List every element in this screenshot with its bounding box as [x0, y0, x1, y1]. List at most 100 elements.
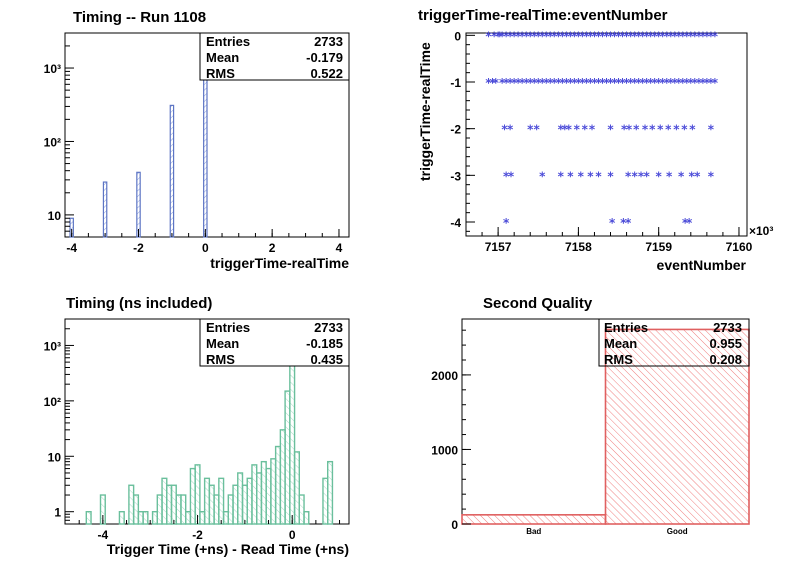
panel3-stats-box: Entries 2733 Mean -0.185 RMS 0.435 — [199, 318, 350, 367]
histogram-bar — [199, 511, 206, 525]
scatter-point: * — [523, 29, 530, 43]
y-tick-label: 10 — [48, 209, 62, 223]
scatter-point: * — [682, 216, 689, 230]
histogram-bar — [322, 477, 329, 525]
scatter-point: * — [657, 123, 664, 137]
scatter-point: * — [551, 29, 558, 43]
scatter-point: * — [625, 216, 632, 230]
histogram-bar — [303, 511, 310, 525]
scatter-point: * — [507, 123, 514, 137]
stats-mean-value: -0.185 — [306, 336, 343, 351]
y-tick-label: 2000 — [431, 369, 458, 383]
histogram-bar — [270, 458, 277, 525]
scatter-point: * — [539, 169, 546, 183]
scatter-point: * — [639, 76, 646, 90]
scatter-point: * — [649, 123, 656, 137]
scatter-point: * — [627, 29, 634, 43]
stats-entries-value: 2733 — [314, 34, 343, 49]
scatter-point: * — [708, 76, 715, 90]
stats-mean-label: Mean — [604, 336, 637, 351]
scatter-point: * — [704, 76, 711, 90]
x-tick-label: -2 — [133, 241, 144, 255]
scatter-point: * — [621, 123, 628, 137]
scatter-point: * — [633, 123, 640, 137]
panel4-title: Second Quality — [483, 295, 593, 312]
x-tick-label: -2 — [192, 528, 203, 542]
stats-mean-label: Mean — [206, 50, 239, 65]
stats-rms-value: 0.522 — [310, 66, 343, 81]
scatter-point: * — [680, 29, 687, 43]
scatter-point: * — [539, 29, 546, 43]
scatter-point: * — [534, 123, 541, 137]
scatter-point: * — [676, 29, 683, 43]
histogram-bar — [142, 511, 149, 525]
scatter-point: * — [567, 76, 574, 90]
scatter-point: * — [515, 29, 522, 43]
scatter-point: * — [627, 76, 634, 90]
scatter-point: * — [623, 76, 630, 90]
scatter-point: * — [567, 169, 574, 183]
scatter-point: * — [644, 76, 651, 90]
scatter-point: * — [692, 76, 699, 90]
scatter-point: * — [595, 169, 602, 183]
scatter-point: * — [575, 29, 582, 43]
scatter-point: * — [503, 216, 510, 230]
panel3-xlabel: Trigger Time (+ns) - Read Time (+ns) — [107, 541, 349, 557]
scatter-point: * — [519, 76, 526, 90]
panel1-axes: -4 -2 0 2 4 10 10² 10³ — [44, 45, 343, 255]
scatter-point: * — [503, 29, 510, 43]
scatter-point: * — [619, 76, 626, 90]
y-tick-label: 0 — [451, 518, 458, 532]
scatter-point: * — [543, 29, 550, 43]
x-category-label: Bad — [526, 527, 541, 536]
scatter-point: * — [656, 29, 663, 43]
scatter-point: * — [676, 76, 683, 90]
scatter-point: * — [666, 169, 673, 183]
scatter-point: * — [638, 169, 645, 183]
scatter-point: * — [686, 216, 693, 230]
stats-rms-label: RMS — [206, 66, 235, 81]
y-tick-label: 10³ — [44, 62, 61, 76]
stats-entries-label: Entries — [604, 320, 648, 335]
scatter-point: * — [559, 29, 566, 43]
x-tick-label: 4 — [336, 241, 343, 255]
scatter-point: * — [543, 76, 550, 90]
panel2-x-multiplier: ×10³ — [749, 224, 773, 238]
scatter-point: * — [696, 29, 703, 43]
scatter-point: * — [562, 123, 569, 137]
scatter-point: * — [595, 76, 602, 90]
scatter-point: * — [660, 76, 667, 90]
scatter-point: * — [708, 123, 715, 137]
scatter-point: * — [648, 29, 655, 43]
scatter-point: * — [485, 29, 492, 43]
panel3-axes: -4 -2 0 1 10 10² 10³ — [44, 328, 341, 542]
scatter-point: * — [607, 76, 614, 90]
scatter-point: * — [708, 169, 715, 183]
y-tick-label: 1 — [54, 506, 61, 520]
scatter-point: * — [607, 169, 614, 183]
panel2-points: * ***************************************… — [485, 29, 718, 230]
panel1-title: Timing -- Run 1108 — [73, 9, 206, 26]
histogram-bar — [327, 460, 334, 525]
panel2-axes: 7157 7158 7159 7160 0 -1 -2 -3 -4 — [450, 29, 752, 254]
scatter-point: * — [642, 123, 649, 137]
stats-mean-label: Mean — [206, 336, 239, 351]
stats-entries-value: 2733 — [713, 320, 742, 335]
scatter-point: * — [635, 76, 642, 90]
scatter-point: * — [688, 169, 695, 183]
scatter-point: * — [688, 29, 695, 43]
x-tick-label: 2 — [269, 241, 276, 255]
scatter-point: * — [631, 76, 638, 90]
panel3-bars — [85, 325, 334, 525]
scatter-point: * — [603, 29, 610, 43]
scatter-point: * — [603, 76, 610, 90]
scatter-point: * — [499, 29, 506, 43]
y-tick-label: -4 — [450, 216, 461, 230]
panel-scatter: triggerTime-realTime:eventNumber * ******… — [417, 7, 773, 273]
scatter-point: * — [589, 123, 596, 137]
scatter-point: * — [678, 169, 685, 183]
stats-entries-label: Entries — [206, 320, 250, 335]
scatter-point: * — [664, 76, 671, 90]
scatter-point: * — [489, 76, 496, 90]
